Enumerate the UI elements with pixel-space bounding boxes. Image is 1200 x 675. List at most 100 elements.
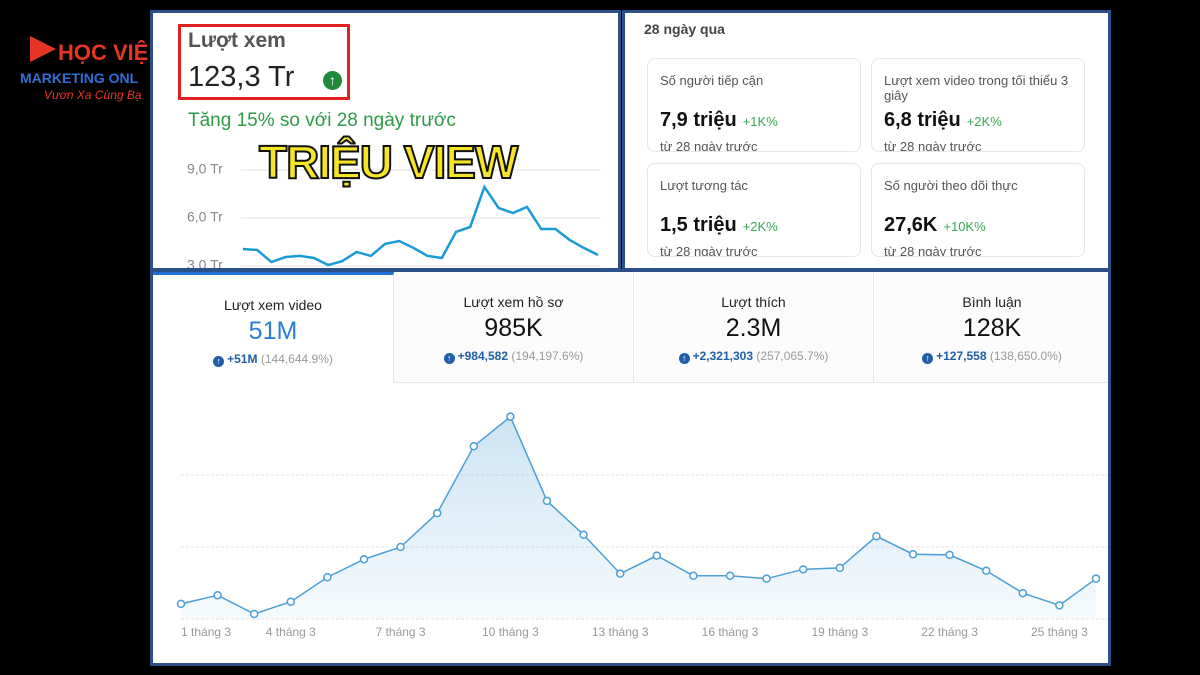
- data-point: [1091, 574, 1101, 583]
- data-point: [945, 550, 954, 560]
- data-point: [506, 412, 515, 421]
- card-note: từ 28 ngày trước: [884, 139, 982, 152]
- tab-delta-row: ↑ +127,558 (138,650.0%): [874, 349, 1108, 364]
- card-value: 6,8 triệu +2K%: [884, 109, 1002, 132]
- main-chart: 1 tháng 3 4 tháng 3 7 tháng 3 10 tháng 3 13 …: [176, 412, 1108, 639]
- tab-percent: (138,650.0%): [989, 349, 1062, 363]
- up-icon: ↑: [323, 71, 342, 90]
- overlay-text: TRIỆU VIEW: [258, 135, 519, 189]
- card-label: Lượt tương tác: [660, 178, 748, 193]
- tab-value: 51M: [248, 317, 298, 345]
- card-note: từ 28 ngày trước: [660, 139, 758, 152]
- metric-tab[interactable]: Lượt thích 2.3M ↑ +2,321,303 (257,065.7%): [634, 272, 874, 383]
- logo-subtitle: MARKETING ONL: [20, 70, 139, 86]
- data-point: [762, 574, 771, 583]
- tab-percent: (144,644.9%): [260, 352, 333, 366]
- data-point: [835, 563, 845, 573]
- tab-label: Lượt xem video: [224, 297, 322, 313]
- period-label: 28 ngày qua: [644, 21, 725, 37]
- metric-tab[interactable]: Lượt xem video 51M ↑ +51M (144,644.9%): [153, 272, 394, 383]
- card-number: 6,8 triệu: [884, 109, 961, 131]
- stat-card: Lượt xem video trong tối thiểu 3 giây 6,8…: [871, 58, 1085, 152]
- tab-percent: (257,065.7%): [756, 349, 829, 363]
- card-change: +2K%: [966, 114, 1002, 129]
- tab-value: 128K: [962, 314, 1022, 342]
- data-point: [469, 441, 479, 451]
- card-number: 7,9 triệu: [660, 109, 737, 131]
- tab-value: 2.3M: [725, 314, 782, 342]
- y-tick-label: 3,0 Tr: [187, 257, 223, 268]
- data-point: [652, 551, 662, 560]
- tab-delta-row: ↑ +2,321,303 (257,065.7%): [634, 349, 873, 364]
- card-change: +1K%: [742, 114, 778, 129]
- tab-delta-row: ↑ +984,582 (194,197.6%): [394, 349, 633, 364]
- tab-percent: (194,197.6%): [511, 349, 584, 363]
- card-number: 27,6K: [884, 214, 938, 236]
- x-tick-label: 1 tháng 3: [181, 625, 231, 639]
- logo-slogan: Vươn Xa Cùng Bạ: [44, 88, 142, 102]
- up-icon: ↑: [213, 356, 225, 367]
- data-point: [981, 566, 991, 576]
- data-point: [725, 571, 735, 581]
- metric-tab[interactable]: Lượt xem hồ sơ 985K ↑ +984,582 (194,197.6%): [394, 272, 634, 383]
- metric-tab[interactable]: Bình luận 128K ↑ +127,558 (138,650.0%): [874, 272, 1108, 383]
- data-point: [579, 530, 588, 540]
- card-note: từ 28 ngày trước: [660, 244, 758, 257]
- views-label: Lượt xem: [188, 29, 286, 52]
- line-series: [180, 415, 1097, 615]
- tab-value: 985K: [484, 314, 543, 342]
- card-number: 1,5 triệu: [660, 214, 737, 236]
- mini-chart: 9,0 Tr 6,0 Tr 3,0 Tr: [187, 161, 601, 268]
- tab-delta: +984,582: [457, 349, 508, 363]
- views-total: 123,3 Tr: [188, 61, 295, 93]
- highlight-box: [178, 24, 350, 100]
- summary-panel: 28 ngày qua Số người tiếp cận 7,9 triệu +1…: [622, 10, 1111, 271]
- data-point: [542, 496, 552, 506]
- insights-panel: Lượt xem video 51M ↑ +51M (144,644.9%) Lượt …: [150, 269, 1111, 666]
- tab-delta: +127,558: [936, 349, 987, 363]
- x-tick-label: 25 tháng 3: [1031, 625, 1088, 639]
- stat-card: Số người tiếp cận 7,9 triệu +1K% từ 28 ngày…: [647, 58, 861, 152]
- card-value: 7,9 triệu +1K%: [660, 109, 778, 132]
- logo-title: HỌC VIỆ: [58, 40, 149, 65]
- data-point: [615, 569, 625, 578]
- tab-label: Lượt thích: [721, 294, 786, 310]
- x-tick-label: 19 tháng 3: [811, 625, 868, 639]
- data-point: [908, 549, 918, 559]
- card-label: Lượt xem video trong tối thiểu 3 giây: [884, 73, 1069, 103]
- data-point: [249, 609, 259, 619]
- y-tick-label: 9,0 Tr: [187, 161, 223, 177]
- card-value: 27,6K +10K%: [884, 214, 986, 237]
- x-tick-label: 7 tháng 3: [376, 625, 426, 639]
- data-point: [286, 597, 296, 606]
- card-label: Số người theo dõi thực: [884, 178, 1018, 193]
- tab-delta: +51M: [227, 352, 258, 366]
- x-tick-label: 10 tháng 3: [482, 625, 539, 639]
- data-point: [396, 542, 405, 552]
- up-icon: ↑: [678, 353, 690, 364]
- data-point: [689, 571, 698, 581]
- card-note: từ 28 ngày trước: [884, 244, 982, 257]
- x-tick-label: 4 tháng 3: [266, 625, 316, 639]
- data-point: [1055, 601, 1064, 610]
- data-point: [798, 565, 808, 574]
- views-panel: Lượt xem 123,3 Tr ↑ Tăng 15% so với 28 n…: [150, 10, 621, 271]
- x-tick-label: 16 tháng 3: [702, 625, 759, 639]
- card-change: +2K%: [742, 219, 778, 234]
- data-point: [432, 508, 442, 518]
- card-value: 1,5 triệu +2K%: [660, 214, 778, 237]
- data-point: [359, 554, 369, 564]
- views-change: Tăng 15% so với 28 ngày trước: [188, 110, 456, 131]
- data-point: [176, 599, 186, 609]
- data-point: [872, 531, 881, 541]
- logo-icon: [30, 36, 56, 62]
- data-point: [323, 572, 332, 582]
- tab-delta: +2,321,303: [692, 349, 753, 363]
- y-tick-label: 6,0 Tr: [187, 209, 223, 225]
- up-icon: ↑: [443, 353, 455, 364]
- x-tick-label: 22 tháng 3: [921, 625, 978, 639]
- line-series: [242, 184, 599, 267]
- tab-label: Bình luận: [962, 294, 1022, 310]
- data-point: [1018, 588, 1028, 598]
